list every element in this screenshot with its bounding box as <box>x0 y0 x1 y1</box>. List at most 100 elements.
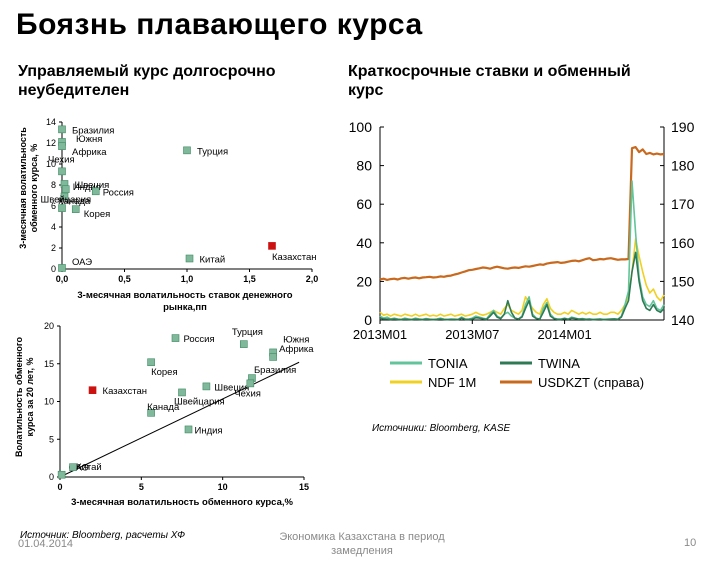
page-number: 10 <box>684 537 697 549</box>
right-y-tick-label: 150 <box>671 273 695 289</box>
page-title: Боязнь плавающего курса <box>16 8 423 41</box>
legend-label: NDF 1M <box>428 375 476 390</box>
legend-label: USDKZT (справа) <box>538 375 644 390</box>
point-label: Корея <box>84 209 111 220</box>
y-tick-label: 4 <box>51 222 56 232</box>
right-y-tick-label: 190 <box>671 119 695 135</box>
y-axis-title: Волатильность обменногокурса за 20 лет, … <box>14 336 35 457</box>
point-канада <box>58 204 66 212</box>
point-оаэ <box>57 470 66 479</box>
y-tick-label: 12 <box>46 138 56 148</box>
footer-center-text: Экономика Казахстана в период замедления <box>279 531 445 557</box>
point-китай <box>185 254 194 263</box>
left-y-tick-label: 40 <box>356 235 372 251</box>
point-турция <box>183 146 191 155</box>
right-y-tick-label: 140 <box>671 312 695 328</box>
point-китай <box>69 463 77 471</box>
point-label: Индия <box>195 425 223 436</box>
left-y-tick-label: 100 <box>349 119 373 135</box>
right-y-tick-label: 170 <box>671 196 695 212</box>
y-axis-title: 3-месячная волатильностьобменного курса,… <box>18 127 39 249</box>
point-label: Бразилия <box>72 125 114 136</box>
y-tick-label: 10 <box>44 397 54 407</box>
series-line-usdkzt-справа- <box>379 146 665 281</box>
point-label: ОАЭ <box>69 463 89 474</box>
point-чехия <box>58 167 66 176</box>
point-бразилия <box>58 125 66 134</box>
x-tick-label: 0,0 <box>56 274 69 284</box>
point-оаэ <box>58 264 66 272</box>
series-line-ndf-1m <box>379 238 665 317</box>
point-label: Турция <box>232 327 263 338</box>
y-tick-label: 20 <box>44 321 54 331</box>
point-label: Швеция <box>214 382 249 393</box>
point-label: Россия <box>183 334 214 345</box>
point-россия <box>171 334 180 342</box>
point-label: Швейцария <box>41 195 92 206</box>
y-tick-label: 2 <box>51 243 56 253</box>
x-tick-label: 5 <box>139 482 144 492</box>
point-label: Россия <box>103 187 134 198</box>
y-tick-label: 10 <box>46 159 56 169</box>
point-корея <box>71 205 80 213</box>
point-label: Индия <box>73 182 101 193</box>
point-label: Чехия <box>48 154 75 165</box>
rates-line-chart: 0 20 40 60 80 100 140 150 160 170 180 190 2013M01 201… <box>349 119 695 390</box>
right-y-tick-label: 160 <box>671 235 695 251</box>
point-африка <box>269 353 277 361</box>
y-tick-label: 0 <box>49 472 54 482</box>
point-label: Китай <box>200 255 226 266</box>
x-tick-label: 2014M01 <box>537 327 591 342</box>
point-label: Канада <box>147 402 180 413</box>
left-y-tick-label: 60 <box>356 196 372 212</box>
point-африка <box>58 142 66 150</box>
footer-date: 01.04.2014 <box>18 538 74 550</box>
point-казахстан <box>88 386 97 394</box>
y-tick-label: 14 <box>46 117 56 127</box>
point-label: Казахстан <box>272 252 317 263</box>
left-subtitle: Управляемый курс долгосрочно неубедителе… <box>18 63 276 99</box>
point-чехия <box>246 379 255 388</box>
point-индия <box>184 425 193 434</box>
point-label: Швейцария <box>174 396 225 407</box>
y-tick-label: 8 <box>51 180 56 190</box>
point-label: Казахстан <box>103 386 148 397</box>
point-казахстан <box>268 242 276 250</box>
x-tick-label: 2013M01 <box>353 327 407 342</box>
x-tick-label: 0,5 <box>118 274 131 284</box>
x-tick-label: 15 <box>299 482 309 492</box>
point-label: Африка <box>72 147 107 158</box>
x-tick-label: 10 <box>218 482 228 492</box>
point-label: Южня <box>283 334 309 345</box>
point-индия <box>61 185 70 193</box>
point-швеция <box>202 382 211 391</box>
left-y-tick-label: 0 <box>364 312 372 328</box>
point-label: Корея <box>151 367 178 378</box>
x-tick-label: 2013M07 <box>445 327 499 342</box>
left-y-tick-label: 20 <box>356 273 372 289</box>
series-line-tonia <box>379 180 665 321</box>
point-корея <box>147 358 155 367</box>
point-label: Южня <box>76 134 102 145</box>
x-tick-label: 1,5 <box>243 274 256 284</box>
y-tick-label: 5 <box>49 434 54 444</box>
right-y-tick-label: 180 <box>671 158 695 174</box>
point-label: Бразилия <box>254 365 296 376</box>
point-турция <box>240 340 248 348</box>
y-tick-label: 0 <box>51 264 56 274</box>
point-канада <box>147 409 155 417</box>
left-y-tick-label: 80 <box>356 158 372 174</box>
point-label: Китай <box>76 462 102 473</box>
right-source-note: Источники: Bloomberg, KASE <box>372 423 511 434</box>
point-швейцария <box>60 192 69 201</box>
trend-line <box>59 361 300 478</box>
right-subtitle: Краткосрочные ставки и обменный курс <box>348 63 631 99</box>
point-label: ОАЭ <box>72 257 92 268</box>
point-швейцария <box>178 388 186 397</box>
legend-label: TWINA <box>538 356 580 371</box>
left-source-note: Источник: Bloomberg, расчеты ХФ <box>20 530 186 541</box>
x-tick-label: 2,0 <box>306 274 319 284</box>
